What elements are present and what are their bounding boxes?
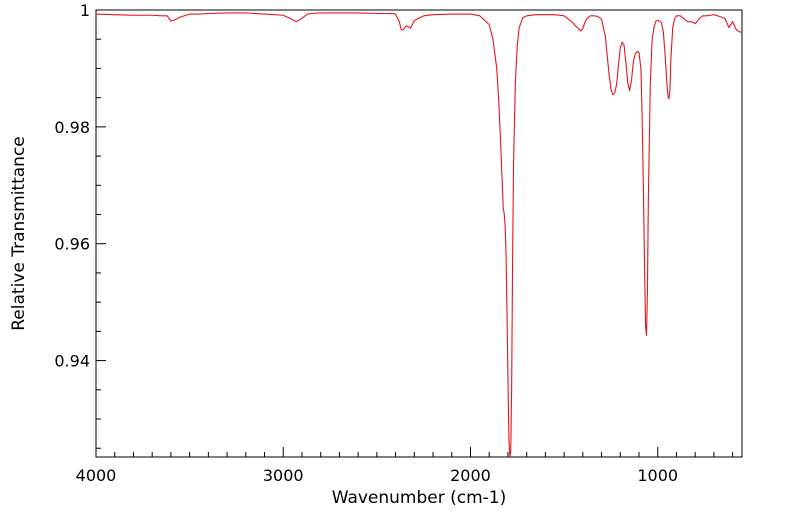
x-tick-labels: 4000 3000 2000 1000 — [76, 466, 678, 485]
x-tick-label: 3000 — [263, 466, 304, 485]
x-tick-label: 2000 — [450, 466, 491, 485]
plot-area: 4000 3000 2000 1000 0.94 0.96 0.98 1 — [54, 1, 743, 485]
y-tick-label: 1 — [80, 1, 90, 20]
minor-ticks — [96, 38, 734, 457]
plot-frame — [95, 9, 743, 458]
y-tick-label: 0.96 — [54, 235, 90, 254]
x-tick-label: 4000 — [76, 466, 117, 485]
y-tick-labels: 0.94 0.96 0.98 1 — [54, 1, 90, 371]
y-tick-label: 0.98 — [54, 118, 90, 137]
x-tick-label: 1000 — [637, 466, 678, 485]
y-axis-title: Relative Transmittance — [9, 136, 29, 331]
y-tick-label: 0.94 — [54, 352, 90, 371]
x-axis-title: Wavenumber (cm-1) — [332, 488, 507, 508]
major-ticks — [95, 9, 659, 457]
spectrum-line — [95, 12, 743, 458]
